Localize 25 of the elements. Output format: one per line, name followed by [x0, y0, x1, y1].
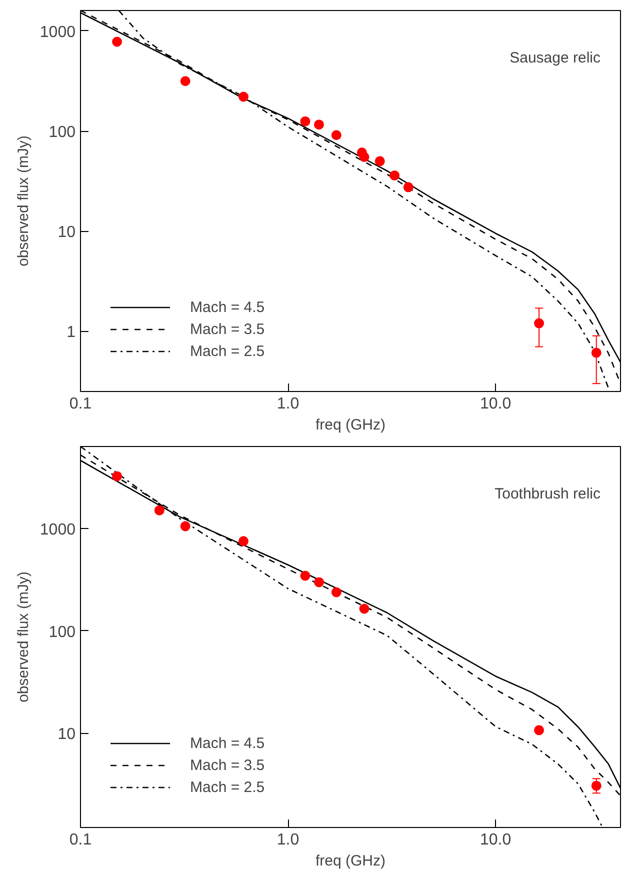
y-tick-label: 1 [66, 324, 76, 342]
x-axis-title: freq (GHz) [316, 852, 386, 870]
x-tick-label: 0.1 [69, 396, 92, 412]
y-axis-title: observed flux (mJy) [14, 136, 32, 266]
y-tick-label: 100 [48, 624, 76, 641]
y-tick-label: 100 [48, 124, 76, 142]
x-tick-label: 10.0 [480, 832, 512, 848]
text: Sausage relic [510, 50, 601, 66]
x-tick-label: 1.0 [276, 396, 300, 412]
y-tick-label: 1000 [40, 24, 76, 41]
text: Toothbrush relic [494, 486, 601, 502]
y-tick-label: 10 [58, 224, 76, 242]
legend-label: Mach = 4.5 [190, 298, 265, 316]
y-tick-label: 10 [58, 726, 76, 744]
legend-label: Mach = 3.5 [190, 756, 265, 774]
y-tick-label: 1000 [40, 521, 76, 538]
x-tick-label: 10.0 [480, 396, 512, 412]
x-tick-label: 0.1 [69, 832, 92, 848]
legend-label: Mach = 4.5 [190, 734, 265, 752]
y-axis-title: observed flux (mJy) [14, 572, 32, 702]
x-axis-title: freq (GHz) [316, 416, 386, 434]
legend-label: Mach = 2.5 [190, 778, 265, 796]
legend-label: Mach = 2.5 [190, 342, 265, 360]
x-tick-label: 1.0 [276, 832, 300, 848]
legend-label: Mach = 3.5 [190, 320, 265, 338]
